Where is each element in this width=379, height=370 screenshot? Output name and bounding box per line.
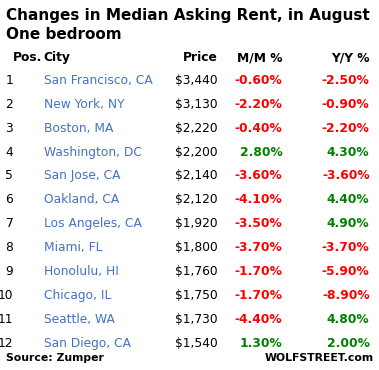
Text: 7: 7 [6,217,13,230]
Text: Source: Zumper: Source: Zumper [6,353,103,363]
Text: 1.30%: 1.30% [240,337,282,350]
Text: -2.20%: -2.20% [235,98,282,111]
Text: 11: 11 [0,313,13,326]
Text: New York, NY: New York, NY [44,98,124,111]
Text: Washington, DC: Washington, DC [44,145,141,159]
Text: -3.70%: -3.70% [235,241,282,254]
Text: -2.20%: -2.20% [322,122,370,135]
Text: 4: 4 [6,145,13,159]
Text: 6: 6 [6,193,13,206]
Text: $1,800: $1,800 [175,241,218,254]
Text: $2,140: $2,140 [175,169,218,182]
Text: $1,750: $1,750 [175,289,218,302]
Text: $1,540: $1,540 [175,337,218,350]
Text: -3.70%: -3.70% [322,241,370,254]
Text: $2,120: $2,120 [175,193,218,206]
Text: $3,440: $3,440 [175,74,218,87]
Text: 2.80%: 2.80% [240,145,282,159]
Text: -1.70%: -1.70% [235,265,282,278]
Text: Price: Price [183,51,218,64]
Text: 3: 3 [6,122,13,135]
Text: One bedroom: One bedroom [6,27,121,42]
Text: Boston, MA: Boston, MA [44,122,113,135]
Text: 4.40%: 4.40% [327,193,370,206]
Text: -2.50%: -2.50% [322,74,370,87]
Text: Honolulu, HI: Honolulu, HI [44,265,119,278]
Text: $2,200: $2,200 [175,145,218,159]
Text: 12: 12 [0,337,13,350]
Text: -0.40%: -0.40% [235,122,282,135]
Text: San Jose, CA: San Jose, CA [44,169,120,182]
Text: Oakland, CA: Oakland, CA [44,193,119,206]
Text: Chicago, IL: Chicago, IL [44,289,111,302]
Text: City: City [44,51,70,64]
Text: $3,130: $3,130 [175,98,218,111]
Text: $1,920: $1,920 [175,217,218,230]
Text: -3.60%: -3.60% [322,169,370,182]
Text: M/M %: M/M % [237,51,282,64]
Text: 5: 5 [5,169,13,182]
Text: Miami, FL: Miami, FL [44,241,102,254]
Text: San Francisco, CA: San Francisco, CA [44,74,152,87]
Text: -0.60%: -0.60% [235,74,282,87]
Text: -3.60%: -3.60% [235,169,282,182]
Text: -1.70%: -1.70% [235,289,282,302]
Text: Seattle, WA: Seattle, WA [44,313,114,326]
Text: 4.80%: 4.80% [327,313,370,326]
Text: -5.90%: -5.90% [322,265,370,278]
Text: Los Angeles, CA: Los Angeles, CA [44,217,141,230]
Text: Changes in Median Asking Rent, in August: Changes in Median Asking Rent, in August [6,8,370,23]
Text: 1: 1 [6,74,13,87]
Text: 8: 8 [5,241,13,254]
Text: 4.90%: 4.90% [327,217,370,230]
Text: -3.50%: -3.50% [235,217,282,230]
Text: Y/Y %: Y/Y % [331,51,370,64]
Text: -4.40%: -4.40% [235,313,282,326]
Text: $2,220: $2,220 [175,122,218,135]
Text: $1,760: $1,760 [175,265,218,278]
Text: 10: 10 [0,289,13,302]
Text: Pos.: Pos. [13,51,43,64]
Text: $1,730: $1,730 [175,313,218,326]
Text: -8.90%: -8.90% [322,289,370,302]
Text: 4.30%: 4.30% [327,145,370,159]
Text: -0.90%: -0.90% [322,98,370,111]
Text: 2.00%: 2.00% [327,337,370,350]
Text: 2: 2 [6,98,13,111]
Text: WOLFSTREET.com: WOLFSTREET.com [264,353,373,363]
Text: -4.10%: -4.10% [235,193,282,206]
Text: San Diego, CA: San Diego, CA [44,337,131,350]
Text: 9: 9 [6,265,13,278]
